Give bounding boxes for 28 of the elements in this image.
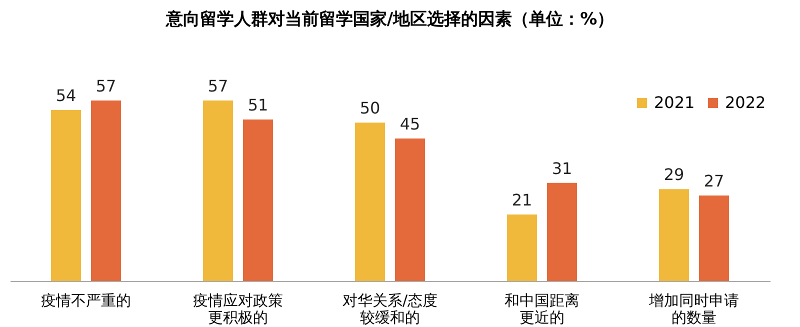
chart-title: 意向留学人群对当前留学国家/地区选择的因素（单位：%） xyxy=(164,10,614,30)
data-label: 45 xyxy=(400,114,420,134)
bar xyxy=(243,120,273,281)
x-tick-label: 疫情不严重的 xyxy=(41,292,131,310)
bar xyxy=(395,138,425,281)
x-tick-label: 和中国距离更近的 xyxy=(504,292,580,326)
data-label: 27 xyxy=(704,172,724,190)
bar xyxy=(547,182,577,281)
bar xyxy=(355,122,385,281)
bar xyxy=(699,196,729,281)
legend-label: 2022 xyxy=(725,93,766,112)
data-label: 31 xyxy=(552,158,572,178)
data-label: 54 xyxy=(56,86,76,105)
bar xyxy=(659,189,689,281)
legend-label: 2021 xyxy=(654,93,695,112)
bar xyxy=(203,100,233,281)
bar xyxy=(507,214,537,281)
data-label: 57 xyxy=(208,76,228,96)
data-label: 50 xyxy=(360,98,380,118)
bar xyxy=(51,110,81,281)
bar xyxy=(91,100,121,281)
data-label: 29 xyxy=(664,165,684,184)
x-tick-label: 对华关系/态度较缓和的 xyxy=(342,292,438,326)
data-label: 21 xyxy=(512,190,532,210)
data-label: 51 xyxy=(248,96,268,114)
data-label: 57 xyxy=(96,76,116,96)
x-tick-label: 增加同时申请的数量 xyxy=(648,292,739,326)
x-tick-label: 疫情应对政策更积极的 xyxy=(193,292,283,326)
